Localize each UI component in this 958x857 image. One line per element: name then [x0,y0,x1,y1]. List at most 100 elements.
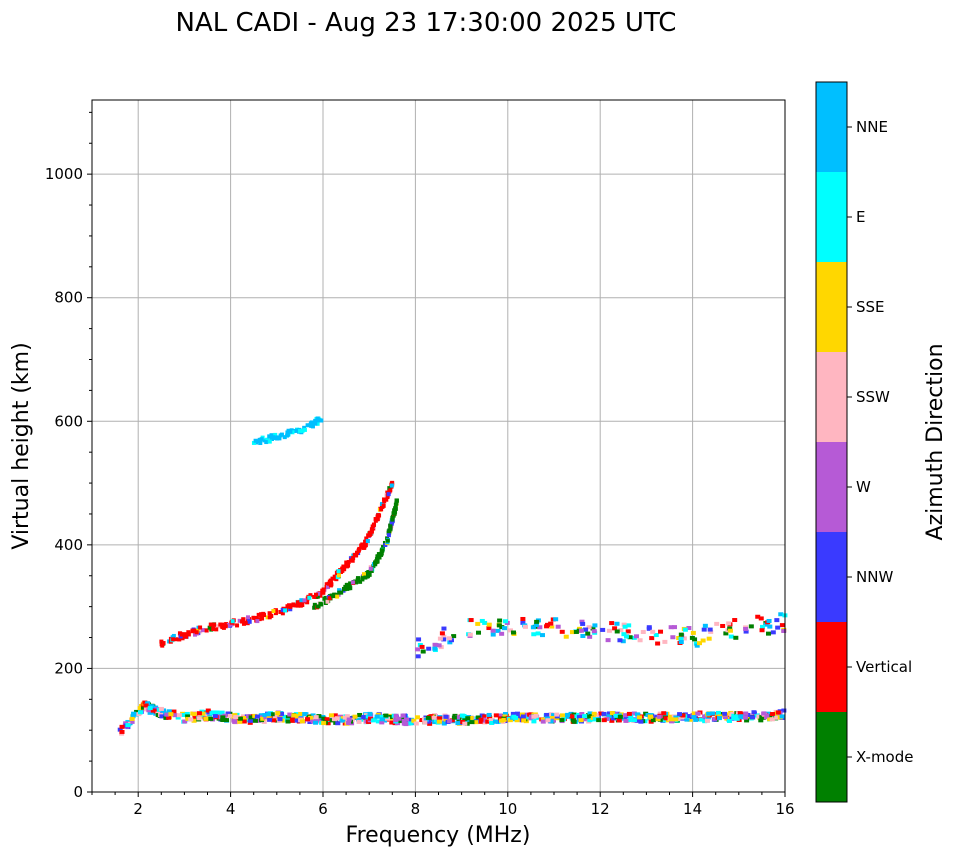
echo-mark [743,711,749,716]
colorbar-tick-label: SSW [856,388,890,406]
echo-mark [447,719,453,724]
echo-mark [328,583,333,588]
echo-mark [461,715,467,720]
echo-mark [476,630,482,635]
echo-mark [321,721,327,726]
echo-mark [267,434,272,439]
echo-mark [604,716,610,721]
echo-mark [577,715,583,720]
echo-mark [545,622,551,627]
echo-mark [655,641,661,646]
echo-mark [260,616,265,621]
echo-mark [259,613,264,618]
echo-mark [172,713,178,718]
echo-mark [368,566,373,571]
echo-mark [192,715,198,720]
echo-mark [678,637,684,642]
echo-mark [150,708,156,713]
echo-mark [432,642,438,647]
echo-mark [774,715,780,720]
echo-mark [486,622,492,627]
echo-mark [368,531,373,536]
echo-mark [531,719,537,724]
x-axis-label: Frequency (MHz) [346,823,531,848]
echo-mark [446,636,452,641]
echo-mark [369,527,374,532]
colorbar-segment-sse [816,262,847,352]
echo-mark [634,718,640,723]
colorbar-tick-label: SSE [856,298,885,316]
echo-mark [578,628,584,633]
echo-mark [613,713,619,718]
echo-mark [468,715,474,720]
echo-mark [737,711,743,716]
echo-mark [653,633,659,638]
echo-mark [373,517,378,522]
chart-title: NAL CADI - Aug 23 17:30:00 2025 UTC [176,8,677,38]
colorbar-tick-label: E [856,208,865,226]
echo-mark [313,720,319,725]
echo-mark [351,556,356,561]
echo-mark [140,705,146,710]
echo-mark [315,421,320,426]
echo-mark [522,624,528,629]
echo-mark [684,714,690,719]
echo-mark [317,717,323,722]
echo-mark [767,717,773,722]
echo-mark [539,633,545,638]
echo-mark [388,526,393,531]
echo-mark [356,717,362,722]
echo-mark [479,618,485,623]
echo-mark [287,712,293,717]
echo-mark [309,423,314,428]
echo-mark [335,594,340,599]
echo-mark [419,718,425,723]
echo-mark [143,703,149,708]
echo-mark [237,716,243,721]
echo-mark [625,629,631,634]
echo-mark [640,629,646,634]
echo-mark [291,713,297,718]
echo-mark [355,577,360,582]
echo-mark [341,564,346,569]
echo-mark [267,611,272,616]
echo-mark [365,539,370,544]
echo-mark [614,621,620,626]
echo-mark [278,433,283,438]
echo-mark [465,716,471,721]
echo-mark [726,718,732,723]
echo-mark [583,627,589,632]
echo-mark [313,592,318,597]
echo-mark [176,713,182,718]
echo-mark [158,706,164,711]
echo-mark [531,632,537,637]
echo-mark [441,626,447,631]
echo-mark [488,718,494,723]
echo-mark [262,613,267,618]
echo-mark [514,718,520,723]
echo-mark [767,624,773,629]
echo-mark [626,711,632,716]
echo-mark [609,621,615,626]
echo-mark [462,721,468,726]
echo-mark [601,711,607,716]
echo-mark [714,621,720,626]
echo-mark [316,591,321,596]
echo-mark [283,608,288,613]
echo-mark [171,709,177,714]
echo-mark [437,716,443,721]
echo-mark [302,712,308,717]
echo-mark [119,729,125,734]
echo-mark [129,719,135,724]
echo-mark [318,601,323,606]
echo-mark [549,716,555,721]
echo-mark [348,556,353,561]
echo-mark [681,636,687,641]
colorbar-tick-label: Vertical [856,658,912,676]
echo-mark [258,713,264,718]
echo-mark [499,631,505,636]
echo-mark [704,718,710,723]
echo-mark [254,714,260,719]
x-tick-label: 6 [318,800,328,818]
echo-mark [388,524,393,529]
